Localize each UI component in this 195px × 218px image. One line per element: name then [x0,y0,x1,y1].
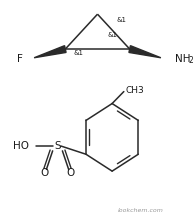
Polygon shape [34,46,66,58]
Text: 2: 2 [189,56,193,65]
Text: S: S [54,141,61,151]
Text: &1: &1 [116,17,126,23]
Text: &1: &1 [108,32,118,38]
Polygon shape [129,46,161,58]
Text: HO: HO [13,141,29,151]
Text: O: O [66,168,74,178]
Text: F: F [17,54,22,64]
Text: O: O [41,168,49,178]
Text: CH3: CH3 [126,86,144,95]
Text: lookchem.com: lookchem.com [117,208,163,213]
Text: &1: &1 [73,50,83,56]
Text: NH: NH [175,54,190,64]
